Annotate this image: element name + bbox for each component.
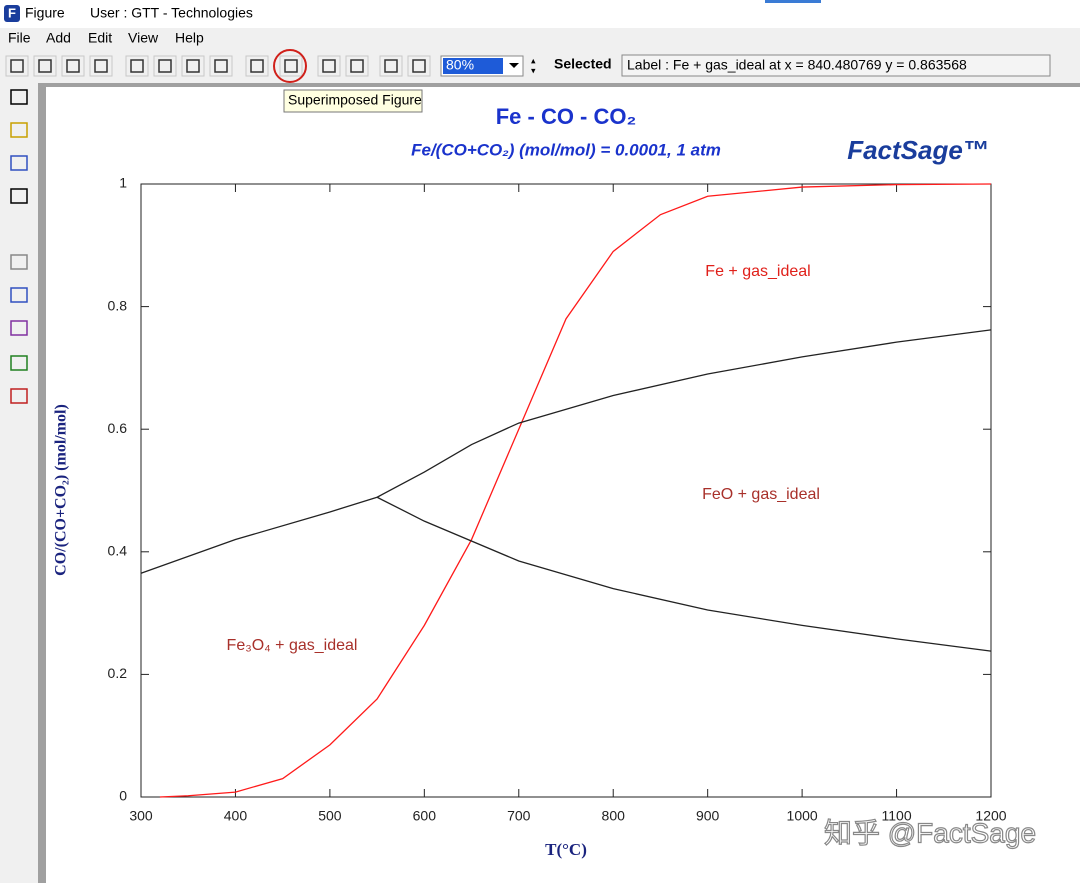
tool-button[interactable] bbox=[379, 55, 403, 77]
highlight-circle bbox=[273, 49, 307, 83]
tool-icon bbox=[284, 59, 298, 73]
zoom-value: 80% bbox=[446, 57, 474, 73]
x-tick-label: 600 bbox=[413, 808, 437, 824]
logo: FactSage™ bbox=[847, 135, 989, 165]
tool-icon bbox=[158, 59, 172, 73]
x-tick-label: 900 bbox=[696, 808, 720, 824]
x-axis-label: T(°C) bbox=[545, 840, 587, 859]
spin-down[interactable]: ▾ bbox=[531, 65, 536, 75]
tool-button[interactable] bbox=[407, 55, 431, 77]
menu-item[interactable]: Help bbox=[175, 30, 204, 46]
palette-tool[interactable] bbox=[10, 287, 28, 303]
region-label: Fe₃O₄ + gas_ideal bbox=[227, 637, 358, 654]
palette-tool[interactable] bbox=[10, 89, 28, 105]
palette-tool[interactable] bbox=[10, 155, 28, 171]
y-tick-label: 1 bbox=[119, 175, 127, 191]
tool-icon bbox=[214, 59, 228, 73]
x-tick-label: 1000 bbox=[787, 808, 818, 824]
plot-frame bbox=[140, 183, 992, 798]
tool-icon bbox=[66, 59, 80, 73]
tool-button[interactable] bbox=[209, 55, 233, 77]
label-field-text: Label : Fe + gas_ideal at x = 840.480769… bbox=[627, 57, 967, 73]
y-tick-label: 0.4 bbox=[108, 543, 128, 559]
tool-button[interactable] bbox=[125, 55, 149, 77]
tool-icon bbox=[384, 59, 398, 73]
menu-item[interactable]: View bbox=[128, 30, 159, 46]
tool-button[interactable] bbox=[61, 55, 85, 77]
canvas-border bbox=[46, 83, 1080, 87]
label-field bbox=[621, 54, 1051, 77]
y-tick-label: 0 bbox=[119, 788, 127, 804]
region-label: FeO + gas_ideal bbox=[702, 486, 820, 503]
tool-button[interactable] bbox=[317, 55, 341, 77]
x-tick-label: 300 bbox=[129, 808, 153, 824]
x-tick-label: 700 bbox=[507, 808, 531, 824]
palette-tool[interactable] bbox=[10, 355, 28, 371]
tool-icon bbox=[186, 59, 200, 73]
app-icon bbox=[4, 5, 20, 22]
palette-tool[interactable] bbox=[10, 122, 28, 138]
tool-palette bbox=[0, 83, 40, 883]
tool-button[interactable] bbox=[181, 55, 205, 77]
tool-button[interactable] bbox=[5, 55, 29, 77]
palette-tool[interactable] bbox=[10, 388, 28, 404]
tool-icon bbox=[250, 59, 264, 73]
series-line bbox=[140, 496, 378, 574]
chart-title: Fe - CO - CO₂ bbox=[496, 104, 637, 129]
x-tick-label: 400 bbox=[224, 808, 248, 824]
tooltip bbox=[283, 89, 423, 113]
tab-indicator bbox=[765, 0, 821, 3]
palette-tools bbox=[10, 89, 28, 404]
tooltip-text: Superimposed Figure bbox=[288, 92, 422, 108]
spin-up[interactable]: ▴ bbox=[531, 55, 536, 65]
tool-icon bbox=[38, 59, 52, 73]
series-line bbox=[376, 496, 992, 652]
menu-bar bbox=[0, 28, 1080, 51]
y-tick-label: 0.2 bbox=[108, 665, 128, 681]
tool-button[interactable] bbox=[153, 55, 177, 77]
palette-tool[interactable] bbox=[10, 254, 28, 270]
title-bar bbox=[0, 0, 1080, 28]
app-icon-letter: F bbox=[8, 5, 16, 20]
y-axis-label: CO/(CO+CO₂) (mol/mol) bbox=[53, 404, 70, 576]
series-line bbox=[376, 329, 992, 498]
x-tick-label: 800 bbox=[602, 808, 626, 824]
menu-item[interactable]: Add bbox=[46, 30, 71, 46]
zoom-selection bbox=[443, 58, 503, 74]
tool-icon bbox=[10, 59, 24, 73]
window-title: Figure bbox=[25, 5, 65, 21]
tool-button[interactable] bbox=[245, 55, 269, 77]
region-label: Fe + gas_ideal bbox=[705, 263, 810, 280]
tool-button[interactable] bbox=[345, 55, 369, 77]
toolbar-buttons bbox=[5, 55, 431, 77]
x-tick-label: 1200 bbox=[975, 808, 1006, 824]
tool-icon bbox=[412, 59, 426, 73]
tool-button[interactable] bbox=[89, 55, 113, 77]
tool-icon bbox=[322, 59, 336, 73]
window-user: User : GTT - Technologies bbox=[90, 5, 253, 21]
tool-icon bbox=[350, 59, 364, 73]
combo-arrow bbox=[509, 63, 519, 68]
palette-tool[interactable] bbox=[10, 188, 28, 204]
tool-button[interactable] bbox=[279, 55, 303, 77]
series-line bbox=[159, 183, 992, 798]
selected-label: Selected bbox=[554, 56, 612, 72]
tool-icon bbox=[130, 59, 144, 73]
menu: File Add Edit View Help bbox=[8, 30, 204, 46]
x-tick-label: 500 bbox=[318, 808, 342, 824]
palette-border bbox=[38, 83, 46, 883]
chart: Fe - CO - CO₂ Fe/(CO+CO₂) (mol/mol) = 0.… bbox=[53, 104, 1007, 859]
tool-icon bbox=[94, 59, 108, 73]
palette-tool[interactable] bbox=[10, 320, 28, 336]
menu-item[interactable]: File bbox=[8, 30, 31, 46]
y-tick-label: 0.8 bbox=[108, 297, 128, 313]
chart-subtitle: Fe/(CO+CO₂) (mol/mol) = 0.0001, 1 atm bbox=[411, 140, 721, 159]
x-tick-label: 1100 bbox=[882, 808, 912, 824]
y-tick-label: 0.6 bbox=[108, 420, 128, 436]
tool-button[interactable] bbox=[33, 55, 57, 77]
watermark: 知乎 @FactSage bbox=[824, 817, 1036, 848]
menu-item[interactable]: Edit bbox=[88, 30, 112, 46]
